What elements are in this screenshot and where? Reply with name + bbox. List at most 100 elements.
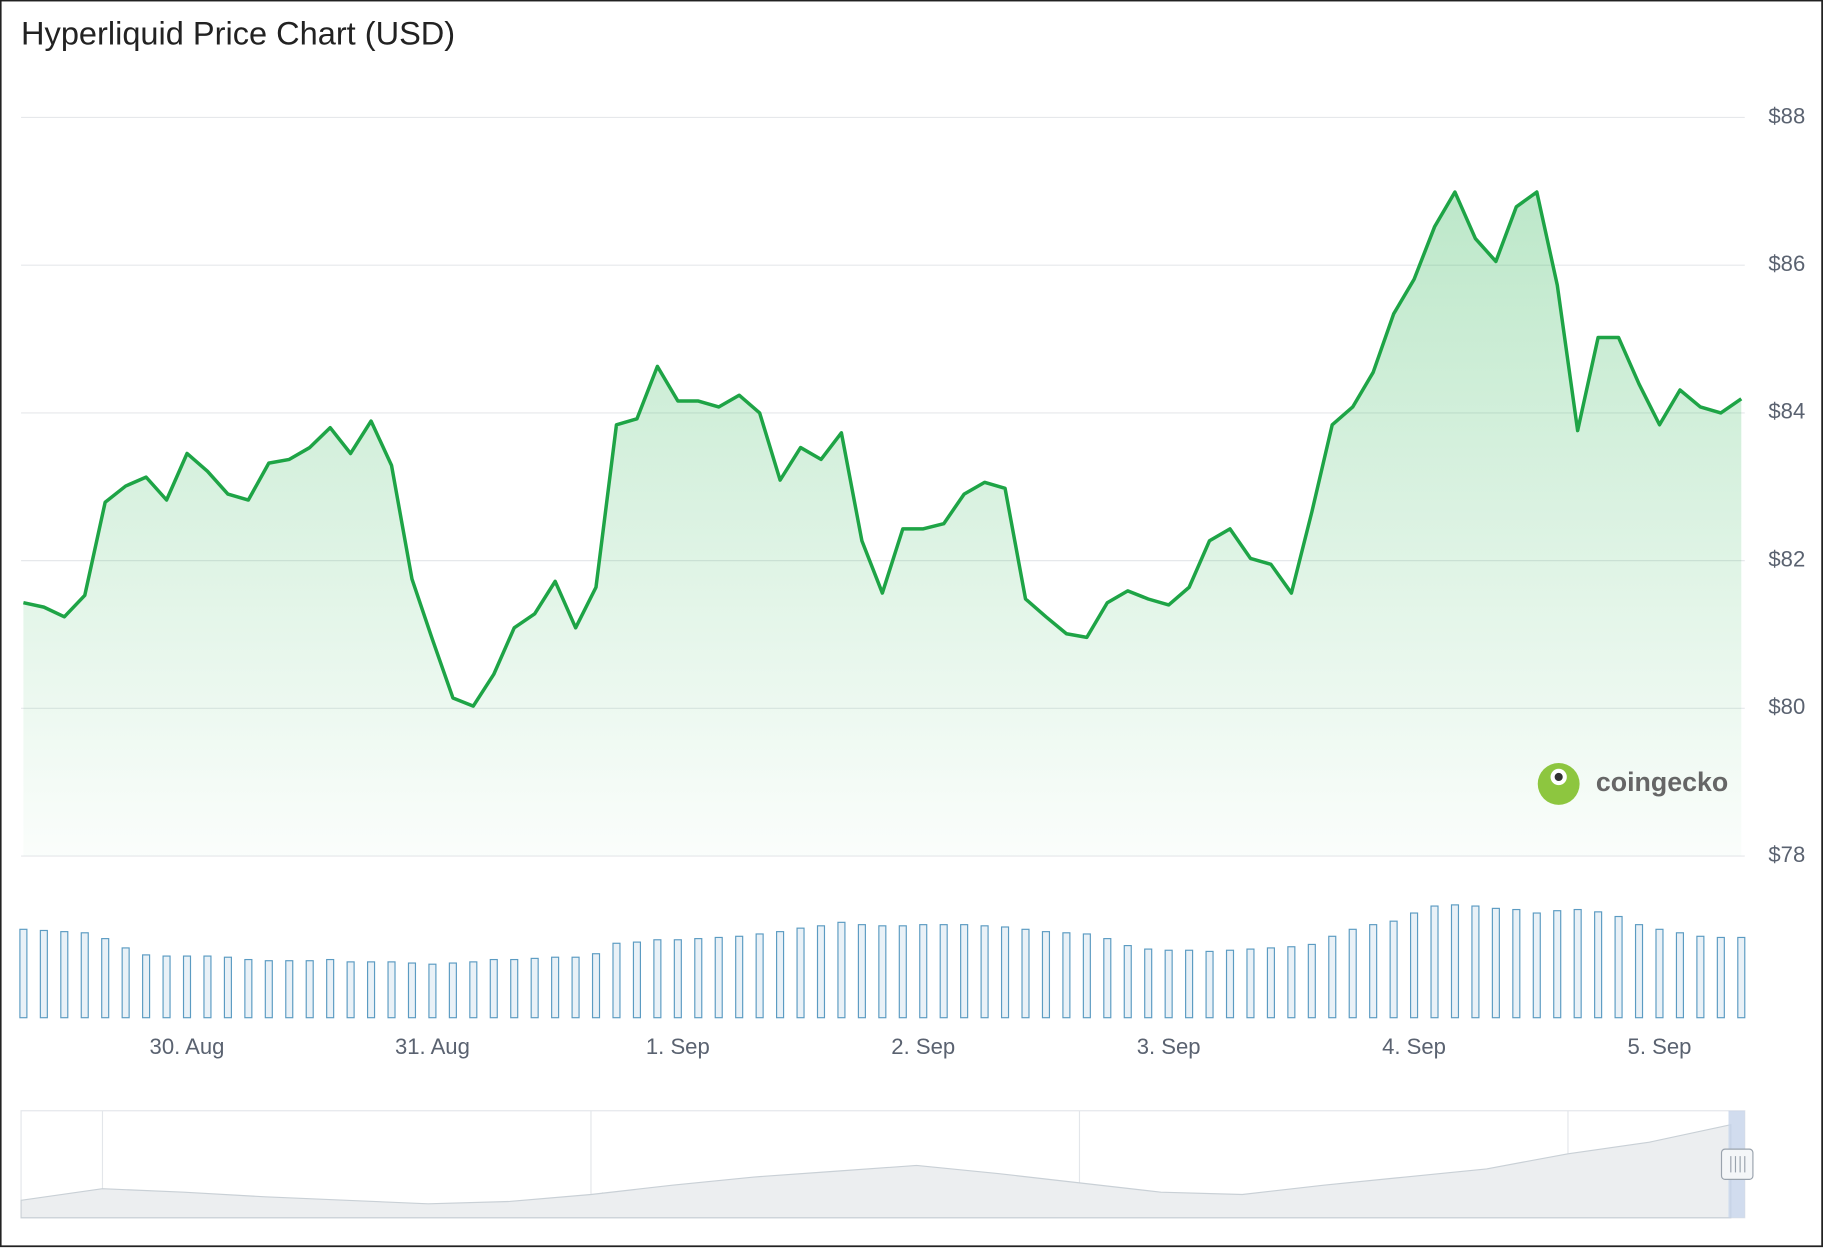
volume-bar	[162, 955, 171, 1019]
volume-bar	[1553, 910, 1562, 1019]
navigator-area	[20, 1123, 1732, 1219]
volume-bar	[1634, 924, 1644, 1019]
volume-bar	[796, 927, 805, 1019]
volume-bar	[326, 958, 335, 1019]
volume-bar	[1246, 948, 1255, 1019]
volume-bar	[387, 961, 396, 1019]
volume-bar	[878, 925, 887, 1019]
volume-bar	[632, 941, 641, 1019]
watermark: coingecko	[1596, 767, 1728, 797]
volume-bar	[1573, 908, 1582, 1019]
volume-bar	[714, 936, 723, 1019]
volume-bar	[1021, 928, 1030, 1019]
volume-bar	[121, 947, 130, 1019]
volume-bar	[80, 932, 89, 1019]
volume-bar	[735, 935, 744, 1019]
x-tick-label: 30. Aug	[150, 1034, 225, 1059]
volume-bar	[960, 924, 969, 1019]
y-tick-label: $86	[1768, 251, 1805, 276]
volume-bar	[407, 962, 417, 1019]
x-tick-label: 3. Sep	[1137, 1034, 1201, 1059]
volume-bar	[1185, 949, 1194, 1019]
volume-bar	[1696, 935, 1705, 1019]
volume-bar	[1328, 935, 1337, 1019]
volume-bar	[264, 960, 273, 1019]
volume-bar	[366, 961, 376, 1019]
y-tick-label: $84	[1768, 399, 1805, 424]
volume-bar	[1164, 949, 1173, 1019]
volume-bar	[346, 961, 355, 1019]
volume-bar	[1123, 945, 1132, 1019]
volume-bar	[19, 928, 28, 1019]
volume-bar	[776, 931, 785, 1019]
volume-bar	[1144, 948, 1153, 1019]
volume-bar	[1082, 933, 1091, 1019]
volume-bar	[1491, 907, 1500, 1019]
x-tick-label: 31. Aug	[395, 1034, 470, 1059]
y-tick-label: $80	[1768, 694, 1805, 719]
volume-bar	[939, 924, 948, 1019]
volume-bar	[39, 929, 48, 1019]
volume-bar	[489, 958, 498, 1019]
volume-bar	[244, 958, 253, 1019]
volume-bar	[816, 925, 826, 1019]
chart-title: Hyperliquid Price Chart (USD)	[21, 16, 455, 52]
navigator-handle[interactable]	[1720, 1148, 1754, 1180]
x-tick-label: 4. Sep	[1382, 1034, 1446, 1059]
volume-bar	[551, 956, 560, 1019]
y-tick-label: $82	[1768, 546, 1805, 571]
volume-bar	[1512, 908, 1521, 1019]
volume-bar	[1655, 928, 1664, 1019]
volume-bar	[1266, 947, 1275, 1019]
volume-bar	[1614, 915, 1623, 1019]
volume-bar	[857, 924, 866, 1019]
volume-bar	[694, 938, 703, 1019]
volume-bar	[1716, 936, 1725, 1019]
volume-bar	[1225, 949, 1235, 1019]
volume-bar	[305, 960, 314, 1019]
volume-bar	[1307, 943, 1316, 1019]
volume-bar	[755, 933, 764, 1019]
x-tick-label: 2. Sep	[891, 1034, 955, 1059]
volume-bar	[919, 924, 928, 1019]
y-tick-label: $88	[1768, 103, 1805, 128]
volume-bar	[1430, 905, 1439, 1019]
volume-bar	[428, 963, 437, 1019]
volume-bar	[591, 953, 601, 1019]
volume-bar	[448, 962, 457, 1019]
price-line	[23, 190, 1743, 708]
volume-bar	[1287, 946, 1296, 1019]
coingecko-logo: coingecko	[1537, 762, 1728, 805]
volume-bar	[980, 925, 989, 1019]
volume-bar	[530, 957, 539, 1019]
volume-bar	[837, 921, 846, 1019]
volume-bar	[653, 939, 662, 1019]
y-tick-label: $78	[1768, 842, 1805, 867]
volume-bar	[285, 960, 294, 1019]
volume-bar	[1532, 912, 1541, 1019]
volume-bar	[1041, 931, 1051, 1019]
volume-bar	[1737, 936, 1746, 1019]
volume-bar	[60, 931, 69, 1019]
volume-bar	[898, 925, 907, 1019]
price-area	[23, 192, 1742, 857]
logo-pupil	[1554, 772, 1563, 782]
volume-bar	[1205, 950, 1214, 1019]
volume-bar	[1389, 920, 1398, 1019]
volume-bar	[469, 961, 478, 1019]
volume-bar	[1675, 932, 1685, 1019]
volume-bar	[1594, 911, 1603, 1019]
volume-bar	[223, 956, 232, 1019]
volume-bar	[1450, 904, 1460, 1019]
volume-bar	[571, 956, 580, 1019]
x-tick-label: 1. Sep	[646, 1034, 710, 1059]
volume-bar	[1000, 926, 1010, 1019]
volume-bar	[142, 954, 151, 1019]
volume-bar	[1062, 932, 1071, 1019]
volume-bar	[182, 955, 192, 1019]
volume-bar	[101, 938, 110, 1019]
volume-bar	[203, 955, 212, 1019]
volume-bar	[1348, 928, 1357, 1019]
